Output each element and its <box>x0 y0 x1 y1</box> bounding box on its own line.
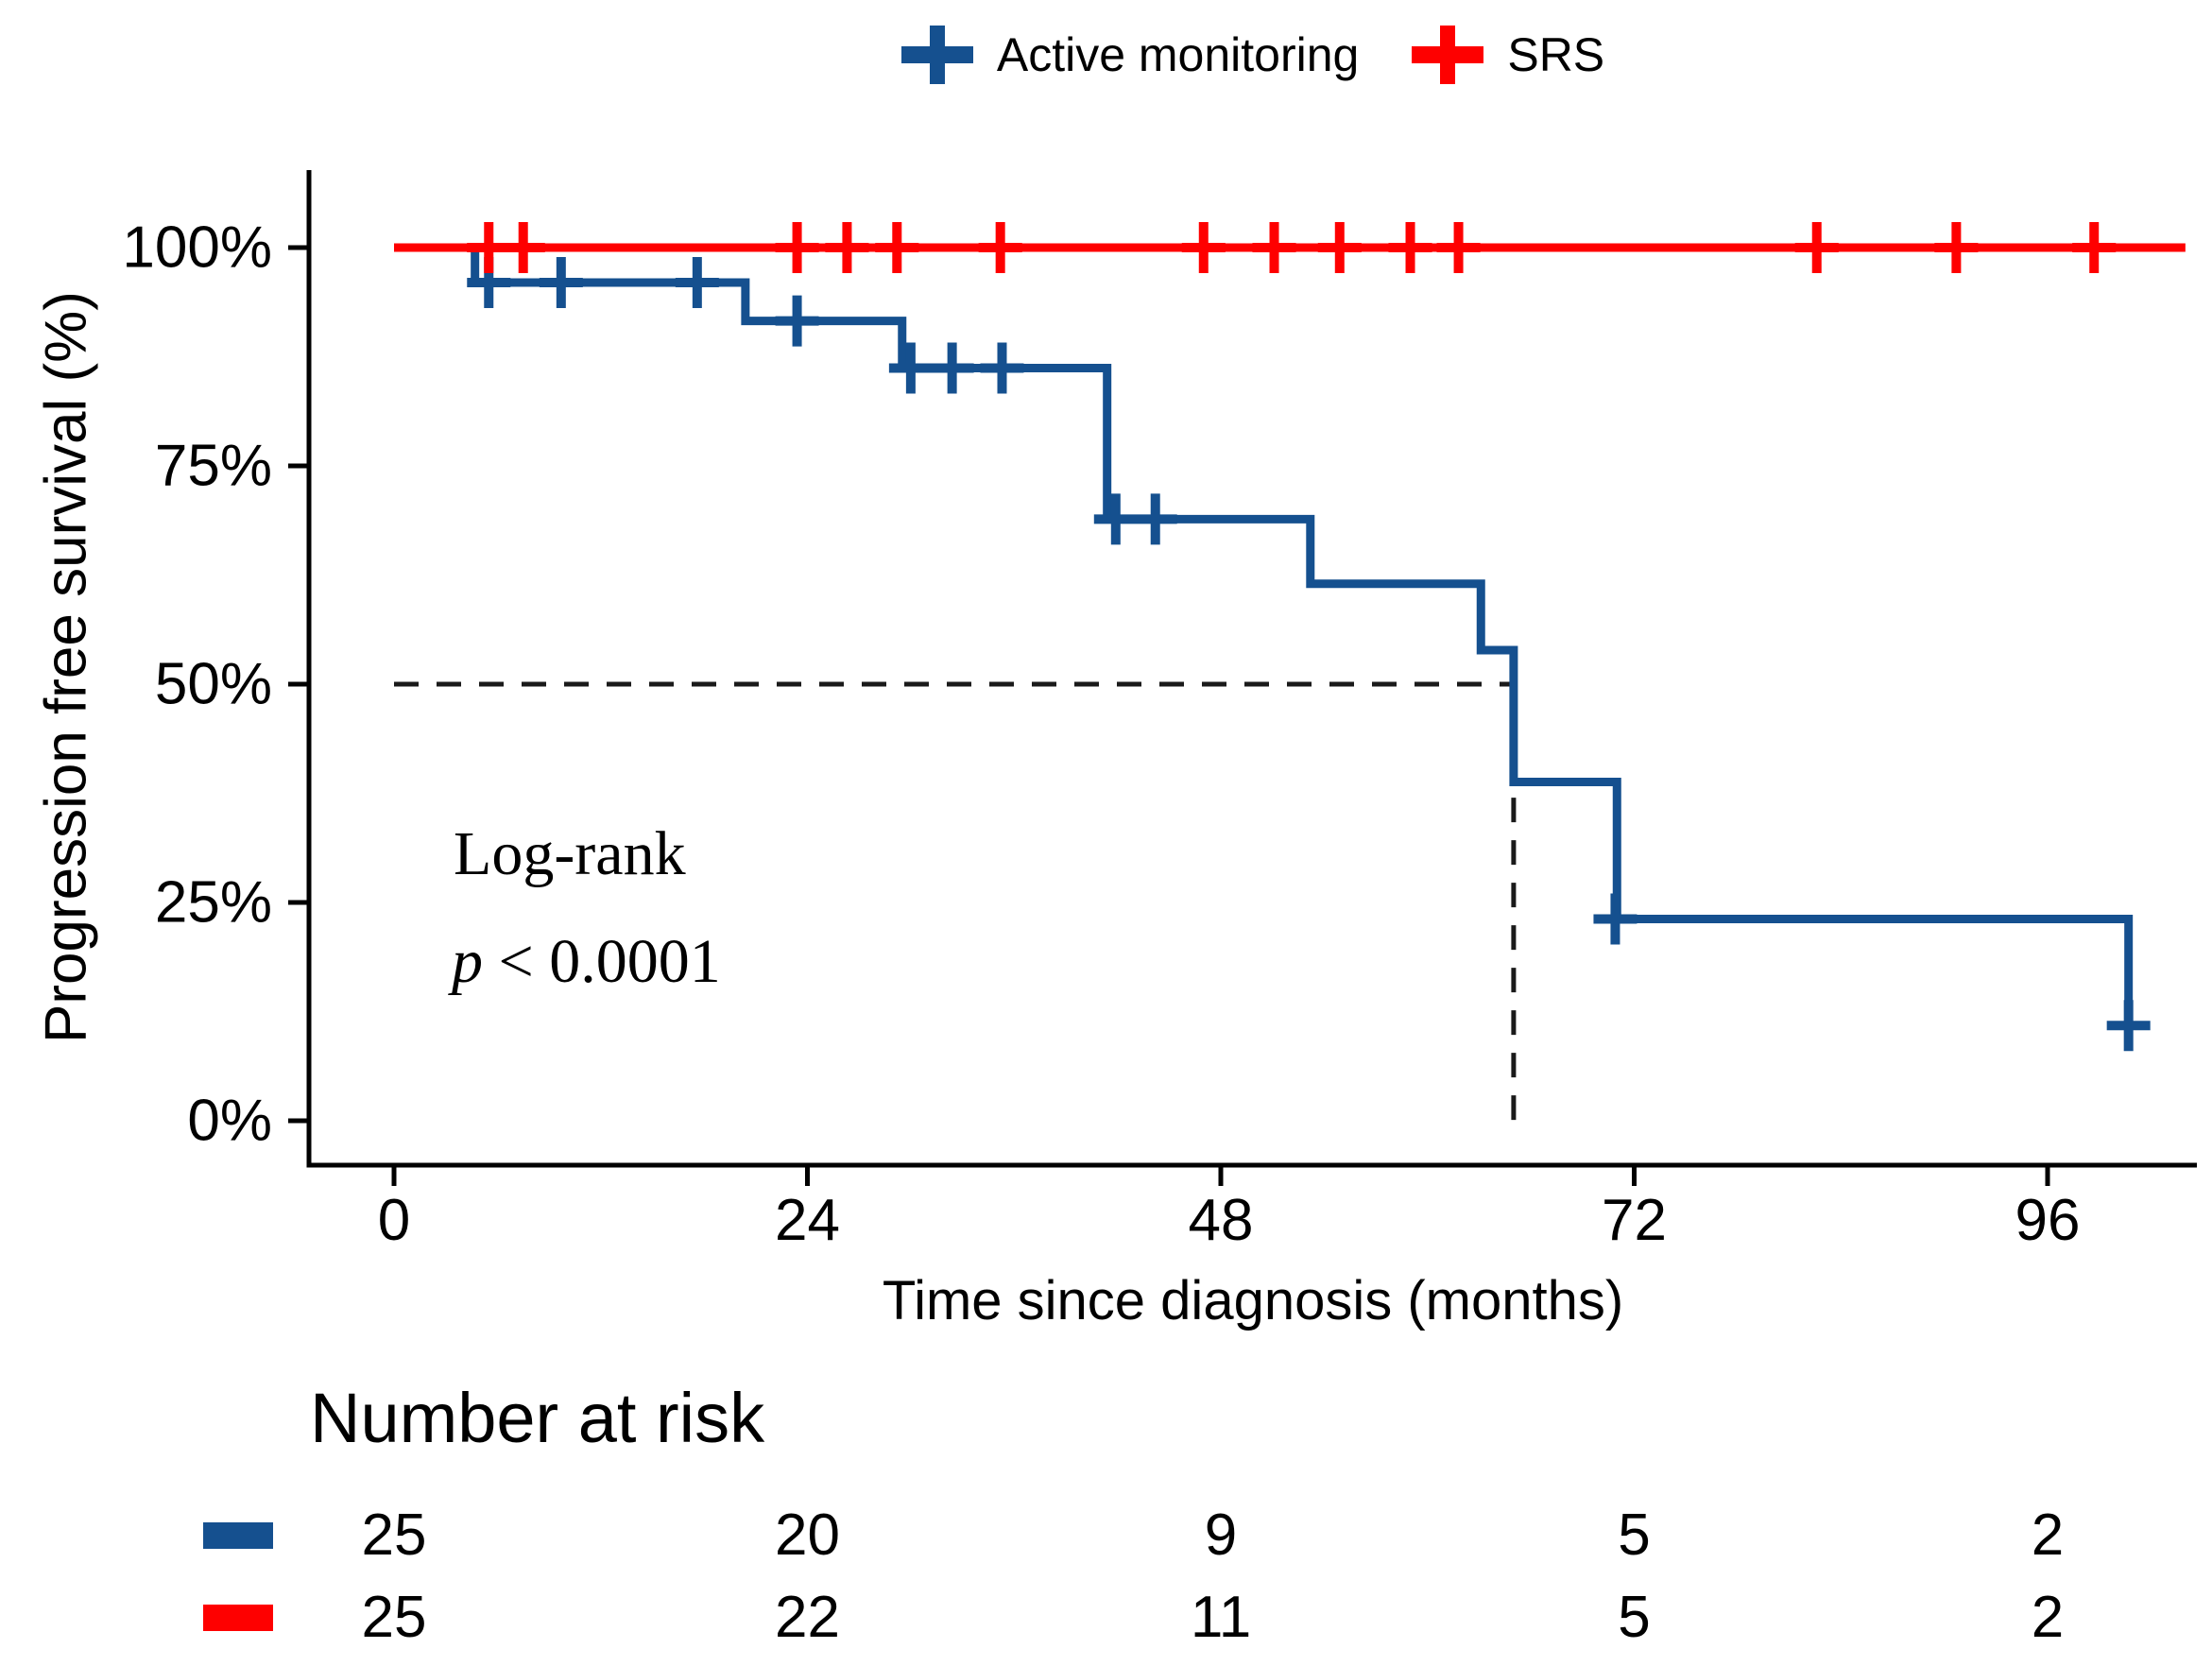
risk-count-srs-t96: 2 <box>2031 1585 2065 1650</box>
x-axis-title: Time since diagnosis (months) <box>882 1270 1624 1331</box>
risk-count-srs-t72: 5 <box>1618 1585 1651 1650</box>
pvalue-annotation: p < 0.0001 <box>452 926 721 998</box>
axis-frame <box>306 170 2197 1168</box>
y-axis-title: Progression free survival (%) <box>33 291 99 1044</box>
y-tick-label-100%: 100% <box>122 215 272 281</box>
y-tick-label-50%: 50% <box>154 651 272 717</box>
risk-count-srs-t24: 22 <box>775 1585 840 1650</box>
legend-label-active-monitoring: Active monitoring <box>996 27 1360 81</box>
y-tick-label-0%: 0% <box>187 1088 272 1154</box>
risk-count-active-monitoring-t72: 5 <box>1618 1503 1651 1568</box>
legend: Active monitoring SRS <box>309 9 2197 99</box>
legend-item-active-monitoring: Active monitoring <box>900 25 1360 84</box>
risk-row-key-active-monitoring <box>203 1522 273 1549</box>
logrank-annotation: Log-rank <box>454 819 686 888</box>
pvalue-text: < 0.0001 <box>483 927 721 996</box>
pvalue-symbol: p <box>452 927 483 996</box>
x-tick-label-48: 48 <box>1188 1188 1254 1253</box>
risk-table-title: Number at risk <box>310 1379 765 1457</box>
risk-count-active-monitoring-t24: 20 <box>775 1503 840 1568</box>
x-tick-label-24: 24 <box>775 1188 840 1253</box>
x-axis-ticks <box>391 1165 2050 1186</box>
legend-label-srs: SRS <box>1507 27 1605 81</box>
x-tick-label-72: 72 <box>1602 1188 1667 1253</box>
risk-count-active-monitoring-t48: 9 <box>1204 1503 1238 1568</box>
km-curve-active-monitoring <box>394 243 2134 1026</box>
risk-count-active-monitoring-t96: 2 <box>2031 1503 2065 1568</box>
legend-item-srs: SRS <box>1412 25 1605 84</box>
y-tick-label-75%: 75% <box>154 433 272 499</box>
risk-count-srs-t48: 11 <box>1190 1585 1252 1650</box>
censor-marks-active-monitoring <box>467 256 2151 1052</box>
risk-count-active-monitoring-t0: 25 <box>361 1503 427 1568</box>
plus-marker-icon <box>900 25 973 84</box>
risk-count-srs-t0: 25 <box>361 1585 427 1650</box>
x-tick-label-96: 96 <box>2015 1188 2081 1253</box>
y-axis-ticks <box>288 245 309 1124</box>
risk-row-key-srs <box>203 1605 273 1631</box>
y-tick-label-25%: 25% <box>154 869 272 936</box>
plus-marker-icon <box>1412 25 1484 84</box>
censor-marks-srs <box>467 222 2117 273</box>
x-tick-label-0: 0 <box>377 1188 411 1253</box>
median-dashed-line <box>394 681 1517 1121</box>
